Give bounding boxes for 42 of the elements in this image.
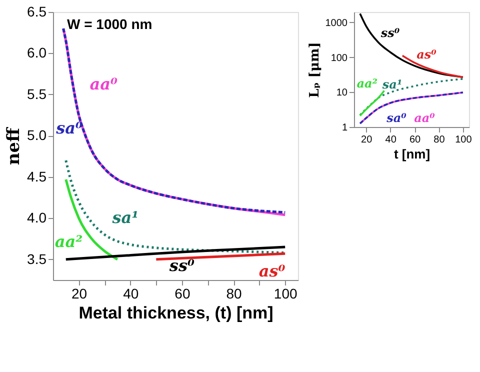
x-tick-label: 100 [455,134,472,146]
series-label: aa² [356,76,378,90]
series-label: aa² [54,232,83,252]
x-axis-title: t [nm] [394,146,430,162]
series-label: sa¹ [382,77,402,92]
series-label: ss⁰ [168,256,194,275]
series-label: sa⁰ [386,110,408,125]
x-tick-label: 40 [123,286,139,302]
y-tick-label: 1 [342,122,348,134]
series-label: ss⁰ [380,26,400,40]
y-tick-label: 100 [330,52,348,64]
series-label: aa⁰ [414,110,436,125]
y-tick-label: 6.5 [27,4,47,20]
series-label: as⁰ [416,48,438,62]
annotation: W = 1000 nm [67,16,152,32]
y-tick-label: 1000 [325,18,348,29]
series-label: sa¹ [111,208,139,228]
line-series [359,92,464,124]
x-tick-label: 20 [361,134,373,146]
x-tick-label: 80 [434,134,446,146]
x-axis-title: Metal thickness, (t) [nm] [78,304,274,322]
x-tick-label: 60 [174,286,190,302]
x-tick-label: 20 [72,286,88,302]
y-tick-label: 10 [336,88,348,99]
line-series [64,246,286,261]
x-tick-label: 100 [274,286,298,302]
y-tick-label: 5.5 [27,86,47,102]
x-tick-label: 40 [385,134,397,146]
y-axis-title: Lₚ [μm] [307,42,322,98]
y-axis-title: neff [4,126,24,166]
series-label: as⁰ [258,262,286,281]
y-tick-label: 6.0 [27,44,47,61]
series-label: sa⁰ [55,118,83,138]
y-tick-label: 5.0 [27,127,47,144]
x-tick-label: 60 [409,134,422,146]
x-tick-label: 80 [226,286,242,302]
y-tick-label: 4.5 [27,168,47,184]
y-tick-label: 3.5 [27,250,47,267]
series-label: aa⁰ [90,74,118,94]
line-series [359,12,464,78]
y-tick-label: 4.0 [27,210,47,226]
line-series [359,90,386,117]
